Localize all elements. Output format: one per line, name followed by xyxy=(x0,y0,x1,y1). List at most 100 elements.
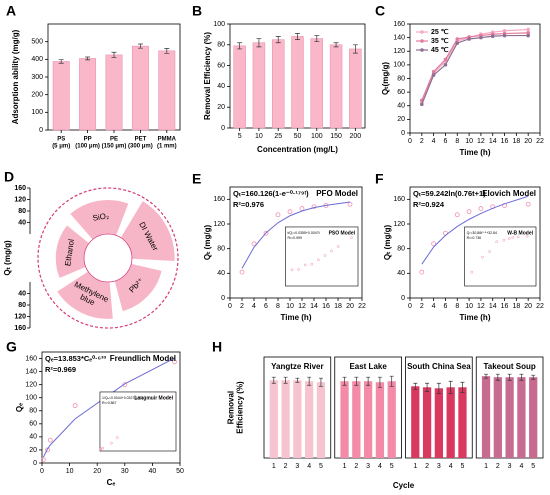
x-tick-label: 4 xyxy=(378,463,382,470)
x-tick-label: 25 xyxy=(274,133,282,140)
x-tick-label: 50 xyxy=(176,468,184,475)
inset-point xyxy=(323,254,327,257)
inset-model: W-B Model xyxy=(507,230,533,236)
inset-point xyxy=(290,268,294,272)
y-tick-label: 160 xyxy=(25,355,37,362)
x-tick-label: 22 xyxy=(536,138,544,145)
error-bar xyxy=(111,51,117,58)
r-squared: R²=0.969 xyxy=(45,365,76,374)
inset-point xyxy=(303,263,307,267)
point xyxy=(419,269,425,275)
x-tick-label: 12 xyxy=(298,303,306,310)
x-tick-label: 0 xyxy=(408,303,412,310)
inset-point xyxy=(336,245,340,248)
x-tick-label: 150 xyxy=(330,133,342,140)
model-name: PFO Model xyxy=(316,189,358,198)
y-axis-label: Qₜ(mg/g) xyxy=(381,62,390,95)
panel-letter: A xyxy=(6,3,16,19)
inset-frame xyxy=(99,391,177,452)
y-tick-label: 60 xyxy=(397,89,405,96)
inset-r2: R²=0.736 xyxy=(467,236,482,240)
error-bar xyxy=(531,374,536,380)
r-tick-label: 160 xyxy=(14,185,26,192)
inset-model: PSO Model xyxy=(329,230,356,236)
inset-r2: R²=0.867 xyxy=(102,401,117,405)
legend-label: 25 ℃ xyxy=(431,28,449,36)
x-tick-label: 2 xyxy=(284,463,288,470)
x-tick-label: 4 xyxy=(432,138,436,145)
y-tick-label: 80 xyxy=(397,246,405,253)
error-bar xyxy=(271,376,276,384)
inset-point xyxy=(297,268,300,271)
x-tick-label: 4 xyxy=(432,303,436,310)
x-tick-label: 4 xyxy=(252,303,256,310)
y-tick-label: 0 xyxy=(39,127,43,134)
x-axis-label: Time (h) xyxy=(460,148,491,157)
x-tick-label: 6 xyxy=(444,303,448,310)
r-squared: R²=0.924 xyxy=(413,200,445,209)
inset-point xyxy=(470,270,474,274)
bar xyxy=(305,381,314,458)
y-tick-label: 120 xyxy=(393,221,405,228)
x-tick-label: 1 xyxy=(484,463,488,470)
x-tick-label: 14 xyxy=(489,303,497,310)
inset-point xyxy=(110,441,113,445)
error-bar xyxy=(314,35,320,43)
x-axis-label: Time (h) xyxy=(281,313,312,322)
r-tick-label: 120 xyxy=(14,196,26,203)
x-tick-label: 22 xyxy=(536,303,544,310)
point xyxy=(526,27,530,32)
x-tick-label: 3 xyxy=(295,463,299,470)
x-tick-label: 5 xyxy=(390,463,394,470)
bar xyxy=(422,387,432,458)
bar xyxy=(458,387,467,458)
fit-curve xyxy=(42,357,175,458)
error-bar xyxy=(237,42,243,50)
legend-marker xyxy=(420,30,424,34)
y-tick-label: 120 xyxy=(393,48,405,55)
r-tick-label: 40 xyxy=(18,290,26,297)
y-tick-label: 160 xyxy=(393,21,405,28)
fit-curve xyxy=(241,201,351,269)
y-tick-label: 20 xyxy=(217,104,225,111)
y-axis-label: Qₜ (mg/g) xyxy=(203,225,212,261)
point xyxy=(466,209,472,215)
y-axis-label: Qₜ (mg/g) xyxy=(383,225,392,261)
inset-frame xyxy=(285,226,359,287)
r-tick-label: 160 xyxy=(14,325,26,332)
x-tick-label: 2 xyxy=(240,303,244,310)
x-tick-label: 1 xyxy=(343,463,347,470)
error-bar xyxy=(256,38,262,48)
model-name: Freundlich Model xyxy=(110,354,176,363)
y-tick-label: 120 xyxy=(213,221,225,228)
x-tick-label: 3 xyxy=(437,463,441,470)
y-tick-label: 60 xyxy=(29,421,37,428)
bar xyxy=(375,382,385,458)
x-tick-label: 10 xyxy=(66,468,74,475)
y-tick-label: 120 xyxy=(25,381,37,388)
x-tick-label: 10 xyxy=(465,138,473,145)
error-bar xyxy=(519,373,524,381)
point xyxy=(431,73,436,77)
error-bar xyxy=(377,376,382,388)
x-tick-label: PMMA (1 mm) xyxy=(157,136,177,149)
point xyxy=(287,209,293,215)
point xyxy=(263,230,269,236)
error-bar xyxy=(342,376,347,386)
point xyxy=(275,212,281,218)
x-tick-label: 0 xyxy=(228,303,232,310)
panel-letter: B xyxy=(192,3,202,19)
x-tick-label: 4 xyxy=(519,463,523,470)
x-axis-label: Cycle xyxy=(393,481,415,490)
y-tick-label: 40 xyxy=(217,270,225,277)
y-tick-label: 140 xyxy=(393,34,405,41)
group-name: Takeout Soup xyxy=(483,362,535,371)
bar xyxy=(352,381,361,458)
equation: Qₜ=59.242ln(0.76t+1) xyxy=(413,189,486,198)
r-tick-label: 80 xyxy=(18,302,26,309)
y-tick-label: 80 xyxy=(217,246,225,253)
plot-frame xyxy=(229,186,363,299)
fit-curve xyxy=(421,195,529,265)
inset-point xyxy=(167,395,171,399)
